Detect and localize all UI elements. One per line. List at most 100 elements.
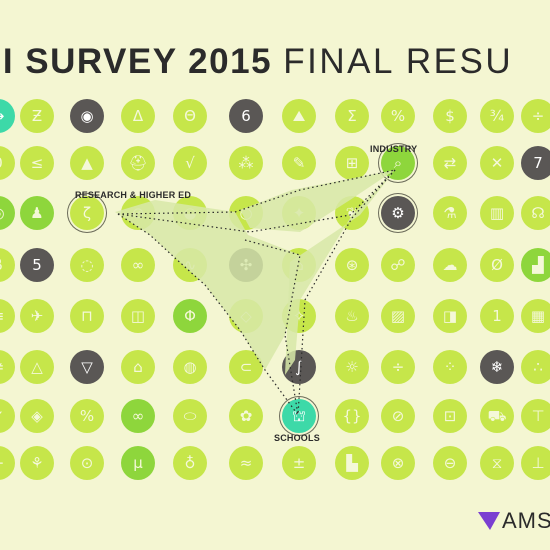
zero-icon: 0	[0, 155, 3, 171]
factory-icon: ▥	[489, 203, 505, 222]
grid-circle: ◍	[173, 350, 207, 384]
grid-circle: ✓	[0, 399, 15, 433]
therefore-icon: ∴	[533, 357, 543, 376]
grid-circle: ▲	[70, 146, 104, 180]
square-icon: ⊡	[443, 406, 457, 425]
grid-circle: 1	[480, 299, 514, 333]
grid-circle: ◫	[121, 299, 155, 333]
bulb-icon: ♁	[184, 453, 196, 472]
fraction-icon: ¾	[489, 106, 505, 125]
grid-circle: ≠	[0, 350, 15, 384]
grid-circle: ⚘	[20, 446, 54, 480]
approx-icon: ≈	[239, 453, 253, 472]
exchange-icon: ⇄	[443, 153, 457, 172]
subset-icon: ⊂	[239, 357, 253, 376]
school-icon: ⛫	[292, 406, 306, 425]
percentage-icon: %	[79, 406, 95, 425]
flow-path-5	[297, 169, 396, 416]
grid-circle: ⧖	[480, 446, 514, 480]
grid-circle: ÷	[521, 99, 550, 133]
industry-label: INDUSTRY	[370, 144, 418, 154]
grid-circle: ◎	[0, 196, 15, 230]
grid-circle: ∞	[121, 399, 155, 433]
ruler-icon: ◈	[31, 406, 43, 425]
dollar-icon: $	[445, 106, 455, 125]
link-icon: ☍	[390, 255, 406, 274]
grid-circle: Ø	[480, 248, 514, 282]
pyramid-icon: ▲	[81, 153, 93, 172]
plus-icon: +	[0, 455, 4, 471]
grid-circle: ⚙	[381, 196, 415, 230]
grid-circle: ▥	[480, 196, 514, 230]
grid-circle: ⛰	[282, 99, 316, 133]
grid-circle: ≈	[229, 446, 263, 480]
grid-circle: Ƶ	[20, 99, 54, 133]
grid-circle: ▽	[70, 350, 104, 384]
grid-circle: %	[70, 399, 104, 433]
plus-minus-icon: ±	[292, 453, 306, 472]
grid-circle: ⊤	[521, 399, 550, 433]
grid-circle: ⊛	[335, 248, 369, 282]
divide-icon: ÷	[531, 106, 545, 125]
five-icon: 5	[32, 255, 42, 274]
grid-circle: ☁	[433, 248, 467, 282]
grid-circle: ⁂	[229, 146, 263, 180]
grid-circle: ◉	[70, 99, 104, 133]
beta-icon: β	[0, 257, 3, 273]
empty-set-icon: Ø	[491, 255, 503, 274]
grid-circle: %	[381, 99, 415, 133]
grid-circle: μ	[121, 446, 155, 480]
grid-circle: +	[0, 446, 15, 480]
grid-circle: ⊘	[381, 399, 415, 433]
grid-circle: ✕	[480, 146, 514, 180]
delta-icon: Δ	[132, 106, 144, 125]
grid-circle: ⛑	[121, 146, 155, 180]
grid-circle: Δ	[121, 99, 155, 133]
magnifier-icon: ⌕	[393, 153, 403, 172]
pin-icon: ⊤	[531, 406, 545, 425]
flow-path-2	[117, 169, 396, 233]
sphere-icon: ◍	[183, 357, 197, 376]
grid-circle: ∴	[521, 350, 550, 384]
grid-circle: ±	[282, 446, 316, 480]
grid-circle: ⚗	[433, 196, 467, 230]
grid-circle: ✈	[20, 299, 54, 333]
grid-circle: ⛟	[480, 399, 514, 433]
cloud-icon: ☁	[442, 255, 458, 274]
grid-circle: ♁	[173, 446, 207, 480]
circles-icon: ∞	[131, 255, 145, 274]
grid-circle: ⛫	[282, 399, 316, 433]
home-icon: ⌂	[133, 357, 143, 376]
grid-circle: {}	[335, 399, 369, 433]
cup-icon: ⊓	[81, 306, 93, 325]
grid-circle: $	[433, 99, 467, 133]
braces-icon: {}	[342, 406, 362, 425]
grid-circle: ∞	[121, 248, 155, 282]
grid-circle: 5	[20, 248, 54, 282]
grid-circle: 0	[0, 146, 15, 180]
steam-icon: ♨	[345, 306, 359, 325]
pencil-icon: ✎	[292, 153, 306, 172]
cube-icon: ◫	[130, 306, 146, 325]
wifi-icon: ◎	[0, 205, 5, 221]
pattern-icon: ▨	[390, 306, 406, 325]
flow-paths	[117, 169, 396, 416]
not-equal-icon: ≠	[0, 359, 4, 375]
grid-circle: β	[0, 248, 15, 282]
page-title: SI SURVEY 2015 FINAL RESU	[0, 42, 513, 82]
grid-circle: ≤	[20, 146, 54, 180]
target-icon: ⊛	[345, 255, 359, 274]
grid-circle: ⊙	[70, 446, 104, 480]
down-triangle-icon: ▽	[81, 357, 93, 376]
title-bold: SI SURVEY 2015	[0, 42, 273, 81]
division-icon: ÷	[391, 357, 405, 376]
one-icon: 1	[492, 306, 502, 325]
less-equal-icon: ≤	[30, 153, 44, 172]
molecule-icon: ⁘	[443, 357, 457, 376]
z-icon: Ƶ	[31, 106, 43, 125]
grid-circle: ⌂	[121, 350, 155, 384]
hardhat-icon: ⛑	[128, 153, 148, 172]
bars-icon: ▙	[346, 453, 358, 472]
grid-circle: ⊥	[521, 446, 550, 480]
grid-circle: ▟	[521, 248, 550, 282]
